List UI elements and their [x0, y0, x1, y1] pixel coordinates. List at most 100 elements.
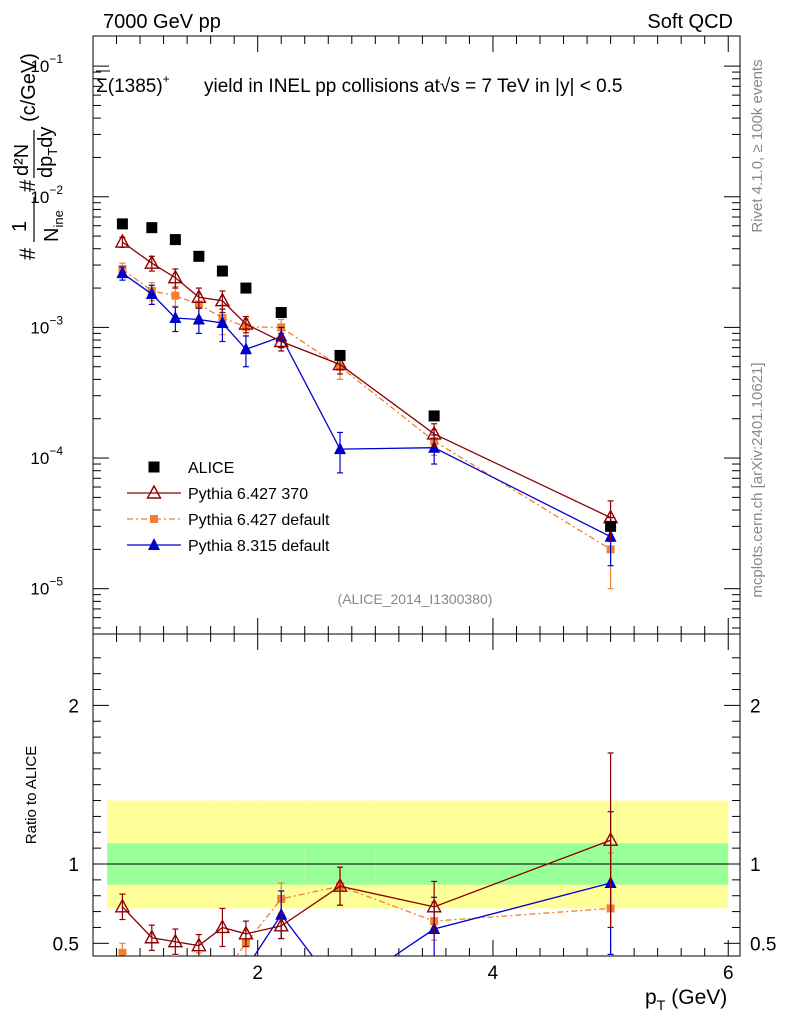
legend-label: Pythia 8.315 default [188, 538, 330, 555]
legend-marker [148, 538, 160, 550]
data-point-pythia-6-427-370 [273, 333, 289, 348]
main-series-layer [114, 218, 619, 590]
data-point-pythia-8-315-default [334, 985, 346, 997]
data-point-pythia-6-427-370 [114, 233, 131, 248]
data-point-pythia-6-427-370 [332, 877, 348, 892]
data-point-pythia-8-315-default [216, 965, 228, 977]
x-tick-label: 4 [488, 963, 499, 984]
legend-entry-pythia-6-427-default: Pythia 6.427 default [127, 512, 330, 529]
data-point-alice [240, 282, 252, 294]
main-y-tick-label: 10−1 [30, 52, 63, 76]
data-point-alice [146, 222, 158, 234]
legend-entry-pythia-8-315-default: Pythia 8.315 default [127, 538, 330, 555]
data-point-pythia-6-427-default [148, 966, 156, 974]
series-line-pythia-8-315-default [122, 272, 611, 538]
main-axes: 10−1 10−2 10−3 10−4 10−5 [30, 36, 740, 634]
plot-title-text: yield in INEL pp collisions at√s = 7 TeV… [204, 76, 622, 97]
legend-label: ALICE [188, 460, 234, 477]
main-y-axis-label: # 1 Nine # d²N dpTdy (c/GeV) [9, 53, 66, 260]
data-point-alice [216, 265, 228, 277]
ratio-axes: 0.5 0.5 1 1 2 2 2 4 6 [53, 634, 776, 984]
legend-label: Pythia 6.427 default [188, 512, 330, 529]
data-point-pythia-8-315-default [216, 316, 229, 329]
data-point-pythia-8-315-default [146, 968, 158, 980]
data-point-pythia-6-427-370 [191, 288, 207, 303]
ratio-y-tick-label: 0.5 [53, 934, 79, 955]
legend: ALICE Pythia 6.427 370 Pythia 6.427 defaul… [127, 460, 330, 555]
data-point-pythia-8-315-default [192, 312, 205, 325]
data-point-pythia-6-427-default [171, 291, 180, 300]
data-point-pythia-6-427-370 [214, 918, 231, 934]
header-left: 7000 GeV pp [103, 11, 221, 33]
ylabel-hash-1: # [15, 247, 40, 260]
data-point-pythia-8-315-default [145, 287, 158, 300]
series-line-pythia-6-427-default [122, 268, 611, 550]
data-point-pythia-6-427-370 [144, 929, 160, 944]
data-point-alice [334, 349, 346, 361]
data-point-pythia-6-427-default [218, 971, 226, 979]
ylabel-d2n: d²N [11, 144, 33, 176]
data-point-pythia-6-427-370 [144, 254, 160, 269]
main-y-tick-label: 10−2 [30, 183, 63, 207]
data-point-alice [169, 234, 181, 246]
legend-marker [150, 515, 158, 523]
data-point-pythia-8-315-default [116, 266, 129, 279]
x-tick-label: 2 [252, 963, 263, 984]
data-point-pythia-6-427-default [195, 957, 203, 965]
data-point-pythia-6-427-370 [602, 831, 619, 846]
ratio-y-axis-label: Ratio to ALICE [23, 746, 40, 844]
data-point-alice [116, 218, 128, 230]
ratio-y-tick-label: 2 [68, 696, 79, 717]
legend-marker [146, 484, 162, 499]
x-tick-label: 6 [723, 963, 734, 984]
data-point-pythia-8-315-default [169, 311, 182, 324]
ylabel-dpt: dpTdy [35, 127, 60, 178]
legend-marker [148, 461, 160, 473]
series-line-pythia-6-427-370 [122, 241, 611, 519]
data-point-pythia-8-315-default [193, 963, 205, 975]
data-point-pythia-8-315-default [240, 962, 252, 974]
ratio-uncertainty-bands [107, 800, 729, 909]
series-line-pythia-6-427-370 [121, 839, 611, 947]
data-point-pythia-6-427-370 [238, 925, 254, 940]
ratio-plot-frame [92, 633, 741, 957]
plot-title-particle: Σ(1385)+ [96, 72, 170, 97]
data-point-alice [428, 410, 440, 422]
mcplots-label: mcplots.cern.ch [arXiv:2401.10621] [749, 362, 766, 597]
legend-entry-alice: ALICE [148, 460, 234, 477]
ratio-y-tick-label-right: 0.5 [750, 934, 776, 955]
x-axis-label: pT (GeV) [645, 986, 727, 1013]
data-point-pythia-8-315-default [334, 442, 347, 455]
data-point-pythia-6-427-370 [214, 292, 231, 307]
data-point-pythia-8-315-default [239, 342, 252, 355]
data-point-pythia-8-315-default [169, 976, 181, 988]
ratio-y-tick-label-right: 1 [750, 855, 761, 876]
data-point-alice [193, 250, 205, 262]
data-point-alice [605, 520, 617, 532]
ratio-y-tick-label: 1 [68, 855, 79, 876]
data-point-pythia-6-427-370 [114, 898, 131, 913]
data-point-pythia-6-427-370 [167, 933, 184, 948]
ylabel-unit: (c/GeV) [18, 53, 40, 122]
main-y-tick-label: 10−4 [30, 444, 63, 468]
data-point-pythia-8-315-default [116, 957, 128, 969]
data-point-pythia-6-427-default [118, 948, 127, 956]
data-point-pythia-6-427-370 [167, 269, 184, 284]
data-point-alice [275, 307, 287, 319]
ylabel-hash-2: # [15, 179, 40, 192]
data-point-pythia-6-427-default [171, 960, 179, 968]
plot-title: Σ(1385)+ yield in INEL pp collisions at√… [96, 70, 622, 97]
main-y-tick-label: 10−5 [30, 575, 63, 599]
legend-label: Pythia 6.427 370 [188, 486, 308, 503]
legend-entry-pythia-6-427-370: Pythia 6.427 370 [127, 484, 308, 503]
main-y-tick-label: 10−3 [30, 313, 63, 337]
ratio-series-layer [114, 752, 619, 997]
data-point-pythia-6-427-370 [273, 917, 289, 932]
ylabel-one: 1 [9, 221, 31, 232]
data-point-pythia-6-427-370 [426, 425, 442, 440]
data-point-pythia-6-427-370 [426, 898, 442, 913]
ylabel-ninel: Nine [41, 210, 66, 242]
rivet-version-label: Rivet 4.1.0, ≥ 100k events [749, 59, 766, 232]
data-point-pythia-6-427-370 [238, 315, 254, 330]
